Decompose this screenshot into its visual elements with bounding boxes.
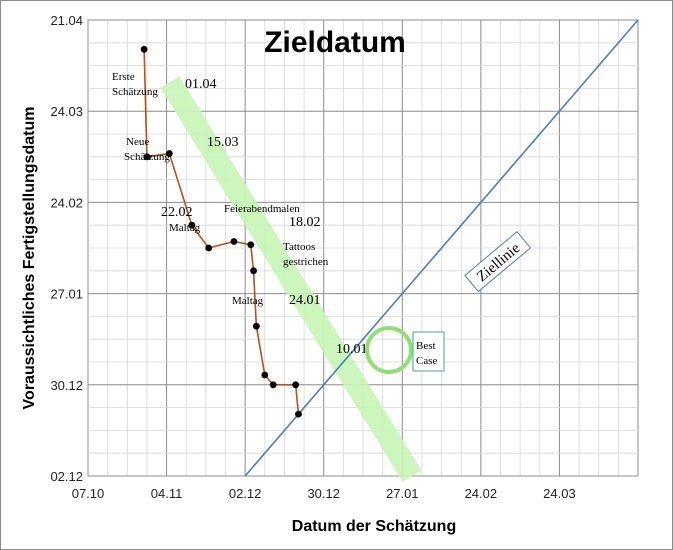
series-group bbox=[140, 45, 302, 418]
y-axis-title: Voraussichtliches Fertigstellungsdatum bbox=[21, 107, 38, 410]
y-tick-label: 30.12 bbox=[50, 378, 83, 393]
best-case-box bbox=[412, 331, 445, 372]
annotation-tattoos-line1: Tattoos bbox=[283, 241, 315, 253]
x-tick-label: 24.03 bbox=[543, 486, 576, 501]
y-tick-labels: 21.04 24.03 24.02 27.01 30.12 02.12 bbox=[50, 13, 83, 484]
x-tick-label: 30.12 bbox=[307, 486, 340, 501]
annotation-feierabendmalen: Feierabendmalen bbox=[224, 203, 300, 215]
data-point bbox=[295, 410, 302, 418]
best-case-line1: Best bbox=[416, 340, 436, 352]
data-point bbox=[188, 221, 196, 229]
annotation-date-1802: 18.02 bbox=[289, 215, 321, 230]
x-tick-label: 04.11 bbox=[151, 486, 183, 501]
data-point bbox=[143, 153, 151, 161]
y-tick-label: 24.03 bbox=[50, 104, 83, 119]
ziellinie-label-box bbox=[464, 231, 532, 293]
annotation-neue-line1: Neue bbox=[126, 136, 149, 148]
x-tick-label: 24.02 bbox=[465, 486, 498, 501]
annotation-date-0104: 01.04 bbox=[185, 77, 217, 92]
annotation-date-1503: 15.03 bbox=[207, 135, 239, 150]
data-point bbox=[252, 322, 260, 330]
data-point bbox=[261, 371, 269, 379]
best-case-line2: Case bbox=[416, 355, 438, 367]
best-case-circle bbox=[365, 326, 413, 374]
annotation-neue-line2: Schätzung bbox=[124, 151, 170, 163]
annotation-maltag-2: Maltag bbox=[232, 295, 264, 307]
annotation-tattoos-line2: gestrichen bbox=[283, 256, 329, 268]
y-tick-label: 24.02 bbox=[50, 195, 83, 210]
x-tick-label: 02.12 bbox=[229, 486, 262, 501]
annotation-erste-line1: Erste bbox=[112, 71, 135, 83]
annotation-date-1001: 10.01 bbox=[336, 342, 368, 357]
annotation-erste-line2: Schätzung bbox=[112, 86, 158, 98]
data-point bbox=[140, 45, 148, 53]
y-tick-label: 27.01 bbox=[50, 287, 83, 302]
chart-title: Zieldatum bbox=[264, 26, 406, 59]
data-point bbox=[205, 244, 213, 252]
data-point bbox=[165, 150, 173, 157]
data-point bbox=[230, 238, 238, 245]
y-tick-label: 21.04 bbox=[50, 13, 83, 28]
annotation-date-2202: 22.02 bbox=[161, 205, 193, 220]
x-tick-label: 27.01 bbox=[386, 486, 419, 501]
x-axis-title: Datum der Schätzung bbox=[292, 518, 456, 535]
x-tick-labels: 07.10 04.11 02.12 30.12 27.01 24.02 24.03 bbox=[72, 486, 576, 501]
x-tick-label: 07.10 bbox=[72, 486, 105, 501]
trend-band bbox=[160, 76, 422, 482]
data-point bbox=[247, 241, 255, 249]
data-point bbox=[292, 381, 300, 389]
annotation-maltag-1: Maltag bbox=[169, 222, 201, 234]
data-point bbox=[250, 267, 257, 275]
annotation-date-2401: 24.01 bbox=[289, 293, 321, 308]
data-point bbox=[269, 381, 277, 389]
ziellinie-line bbox=[244, 19, 639, 477]
y-tick-label: 02.12 bbox=[50, 469, 83, 484]
